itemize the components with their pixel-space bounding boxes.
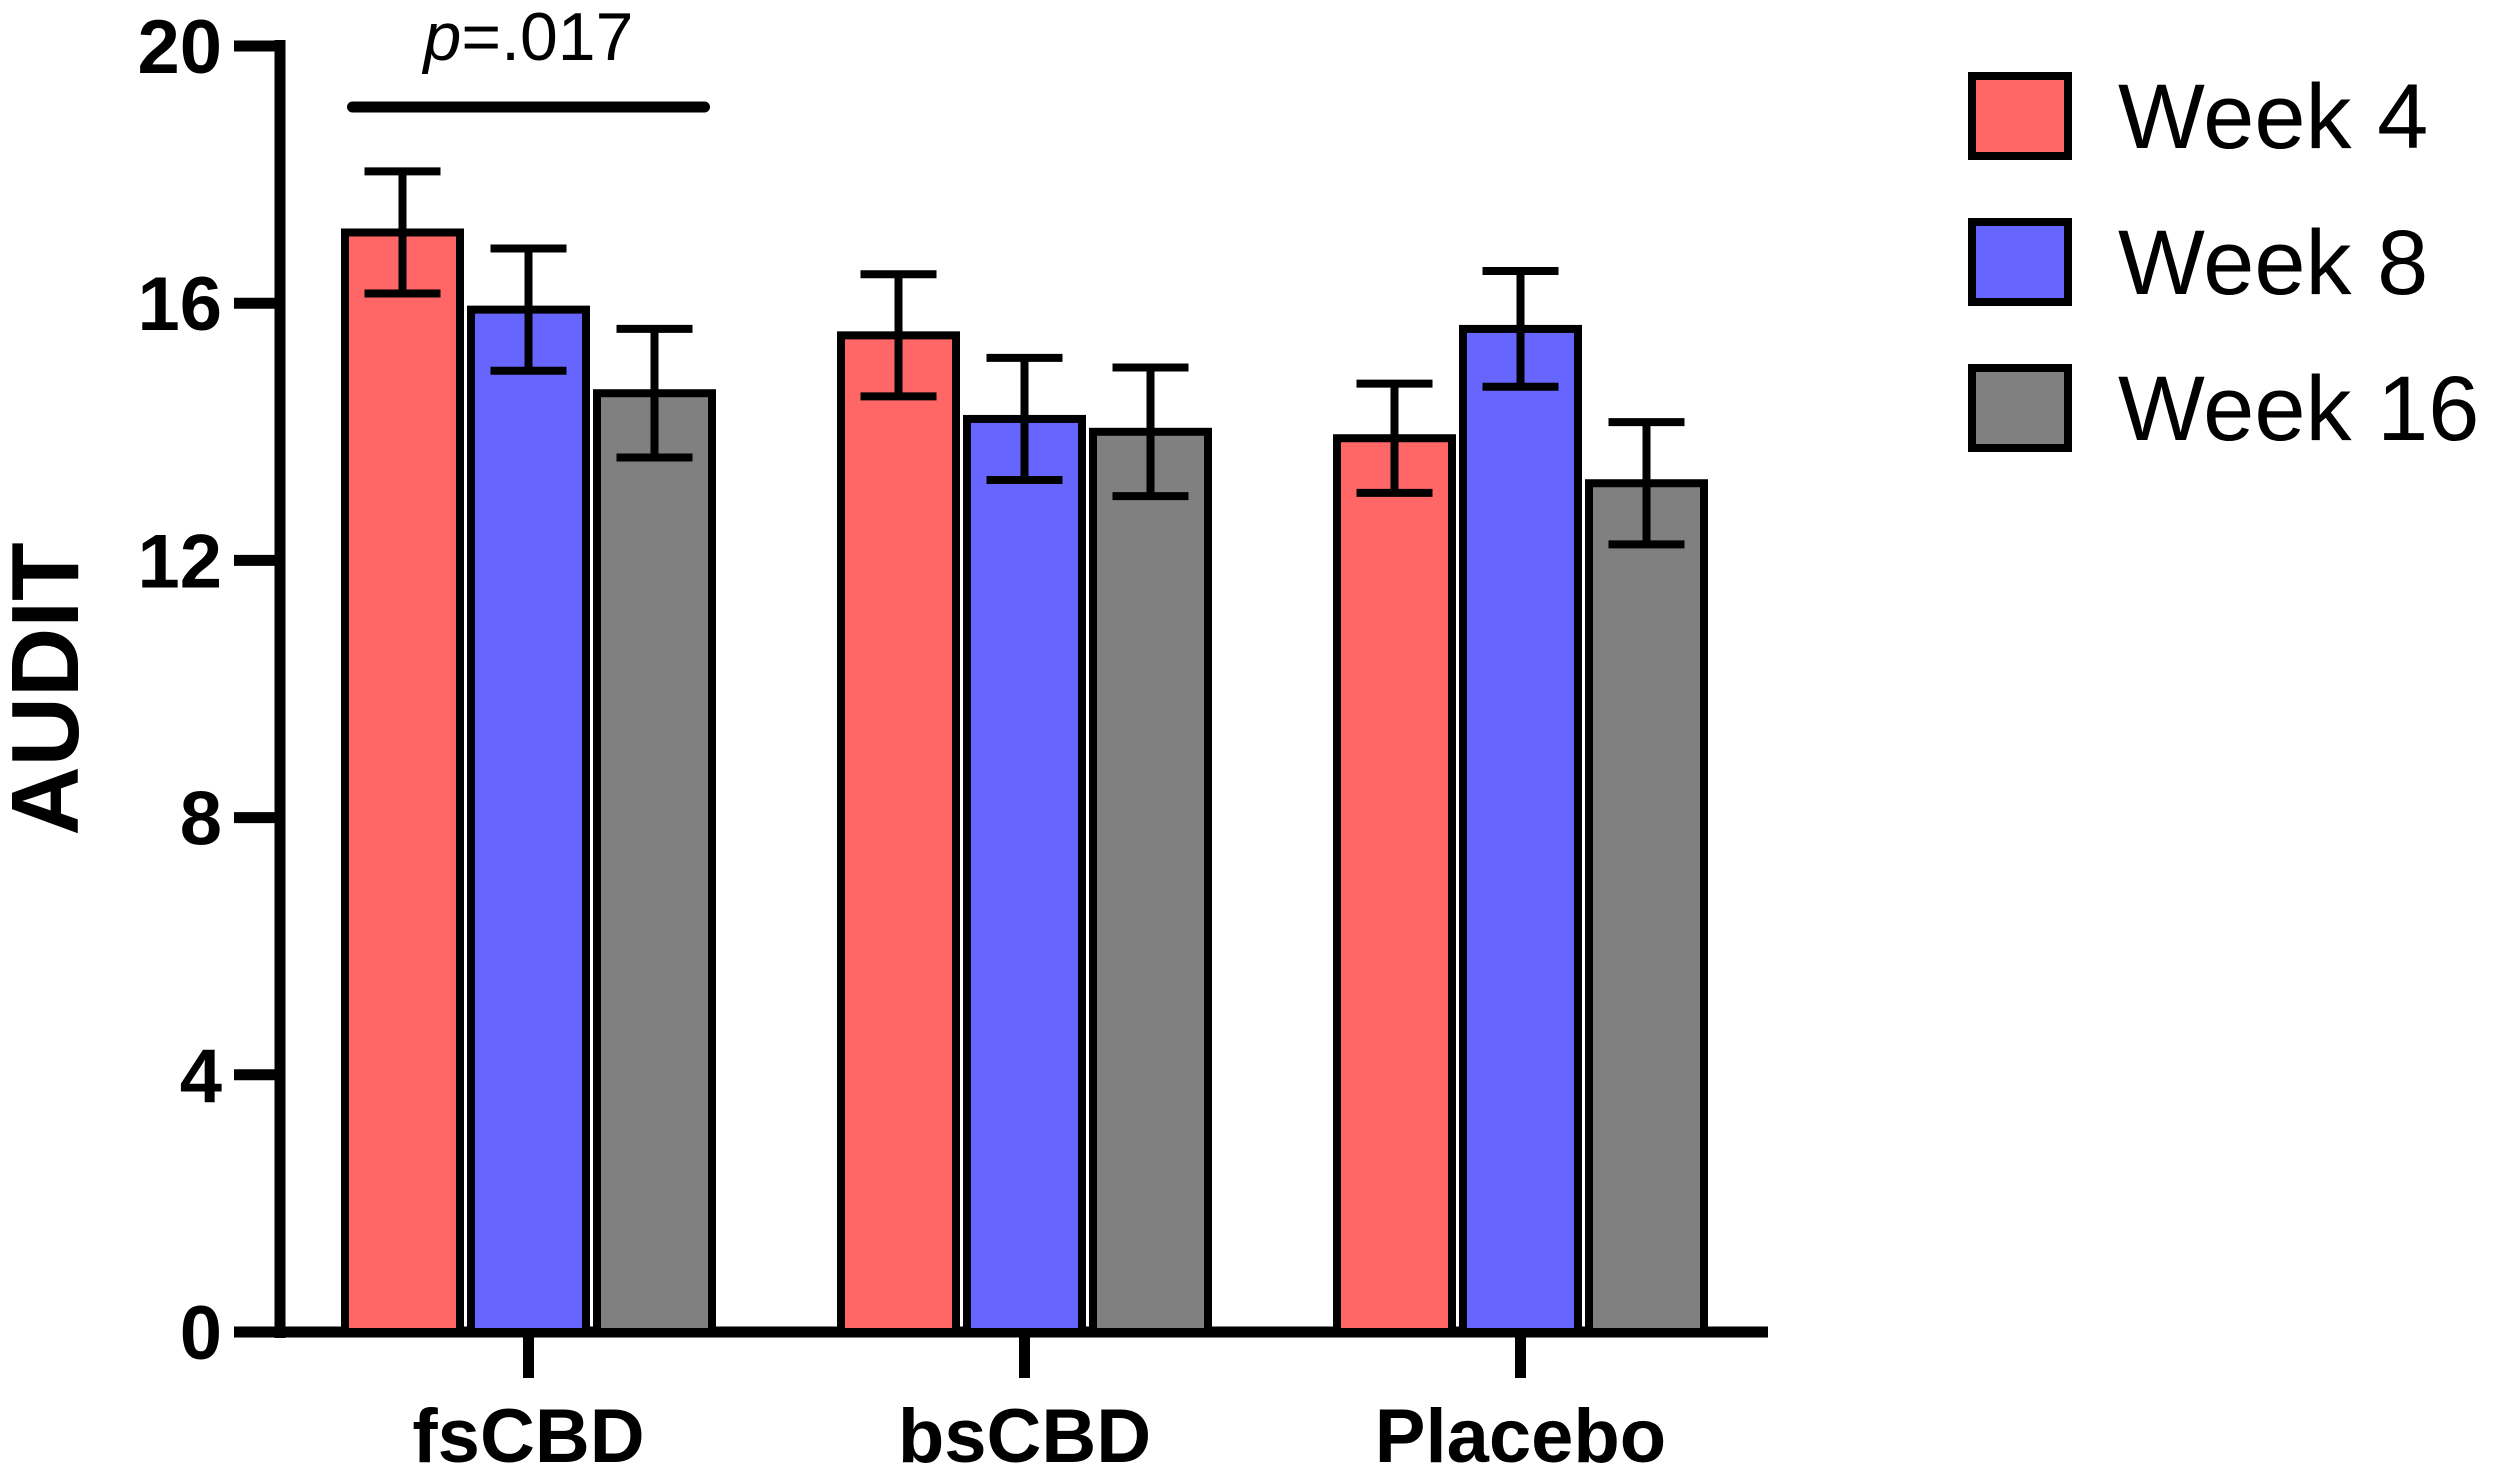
bar: [1089, 427, 1212, 1336]
bar: [837, 331, 960, 1337]
bar: [1459, 324, 1582, 1337]
x-tick-label: Placebo: [1375, 1394, 1666, 1474]
legend-swatch: [1968, 218, 2072, 306]
legend-swatch: [1968, 72, 2072, 160]
x-tick-label: fsCBD: [412, 1394, 644, 1474]
bars: [341, 228, 1708, 1337]
p-value-label: p=.017: [422, 0, 634, 75]
y-axis: 0 4 8 12 16 20: [137, 5, 286, 1376]
p-symbol: p: [422, 0, 462, 75]
legend-label: Week 8: [2118, 212, 2428, 314]
legend-swatch: [1968, 364, 2072, 452]
bar: [467, 305, 590, 1336]
y-tick-label: 12: [137, 519, 222, 604]
y-tick-label: 0: [180, 1291, 222, 1376]
error-bars: [364, 167, 1685, 549]
p-value: =.017: [461, 0, 633, 75]
bar: [341, 228, 464, 1337]
y-tick-label: 8: [180, 777, 222, 862]
legend-label: Week 4: [2118, 66, 2428, 168]
legend: Week 4 Week 8 Week 16: [1968, 66, 2479, 460]
bar: [1333, 434, 1456, 1337]
bar: [593, 389, 716, 1337]
y-tick-label: 20: [137, 5, 222, 90]
x-axis: fsCBD bsCBD Placebo: [274, 1326, 1768, 1474]
x-tick-label: bsCBD: [898, 1394, 1151, 1474]
bar: [1585, 479, 1708, 1336]
legend-label: Week 16: [2118, 358, 2479, 460]
significance-annotation: p=.017: [347, 0, 710, 113]
y-axis-title: AUDIT: [0, 542, 99, 835]
y-tick-label: 4: [180, 1034, 222, 1119]
y-tick-label: 16: [137, 262, 222, 347]
bar: [963, 414, 1086, 1336]
